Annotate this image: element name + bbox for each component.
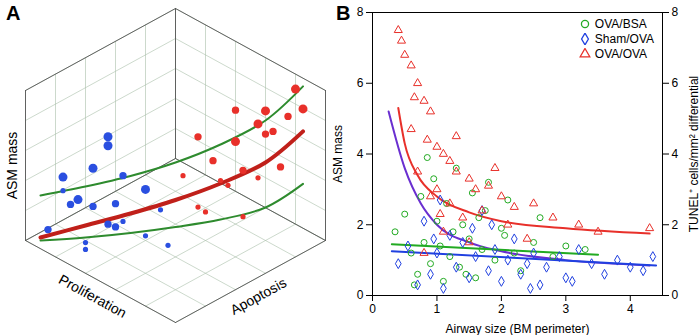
svg-text:Apoptosis: Apoptosis <box>227 274 289 318</box>
html-text:A: A <box>6 2 21 24</box>
svg-text:4: 4 <box>357 147 364 161</box>
svg-text:2: 2 <box>498 302 505 316</box>
svg-text:0: 0 <box>369 302 376 316</box>
svg-text:0: 0 <box>672 288 679 302</box>
svg-text:ASM mass: ASM mass <box>331 125 345 183</box>
svg-text:TUNEL⁺ cells/mm² differential: TUNEL⁺ cells/mm² differential <box>687 76 700 232</box>
svg-text:8: 8 <box>357 5 364 19</box>
html-text:OVA/BSA: OVA/BSA <box>594 16 647 31</box>
svg-text:6: 6 <box>357 76 364 90</box>
svg-text:4: 4 <box>672 147 679 161</box>
svg-text:8: 8 <box>672 5 679 19</box>
svg-text:2: 2 <box>672 218 679 232</box>
svg-text:Proliferation: Proliferation <box>56 271 129 321</box>
svg-text:Airway size (BM perimeter): Airway size (BM perimeter) <box>445 322 589 335</box>
svg-text:4: 4 <box>627 302 634 316</box>
svg-text:2: 2 <box>357 218 364 232</box>
svg-text:3: 3 <box>562 302 569 316</box>
svg-text:ASM mass: ASM mass <box>4 132 20 200</box>
html-text:B: B <box>336 2 351 24</box>
svg-text:0: 0 <box>357 288 364 302</box>
svg-text:6: 6 <box>672 76 679 90</box>
html-text:OVA/OVA: OVA/OVA <box>594 46 648 61</box>
html-text:Sham/OVA: Sham/OVA <box>594 31 654 46</box>
svg-text:1: 1 <box>434 302 441 316</box>
